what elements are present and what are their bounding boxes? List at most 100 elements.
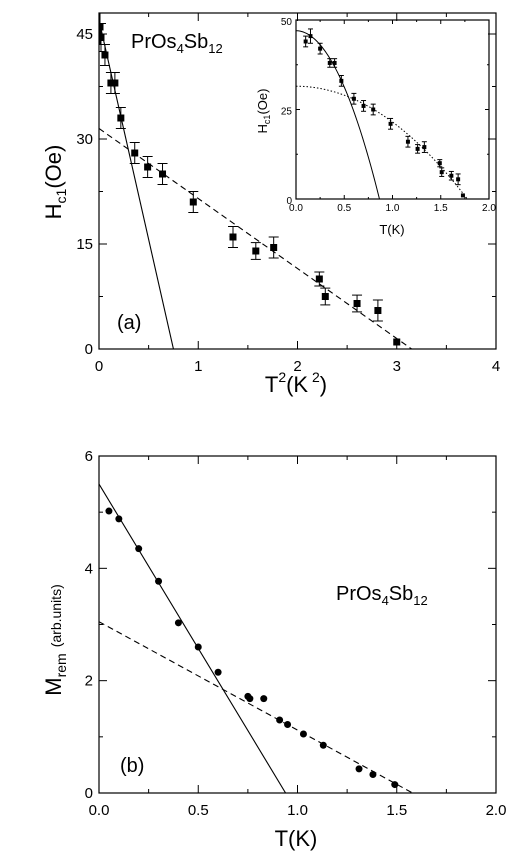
panel-a-x-tick-label: 4 <box>492 358 500 375</box>
inset-dotted-curve <box>296 85 468 199</box>
inset-data-point <box>437 161 442 166</box>
panel-b-compound-label: PrOs4Sb12 <box>336 583 428 608</box>
panel-b-y-tick-label: 4 <box>85 560 93 577</box>
inset-y-tick-label: 25 <box>281 107 293 118</box>
panel-a-y-tick-label: 15 <box>76 236 93 253</box>
panel-b-x-axis-label: T(K) <box>275 826 318 851</box>
inset-data-point <box>439 170 444 175</box>
panel-a-y-axis-label: Hc1(Oe) <box>41 145 69 220</box>
inset-x-axis-label: T(K) <box>379 222 404 237</box>
inset-axes-frame <box>295 19 490 200</box>
panel-a-y-tick-label: 30 <box>76 131 93 148</box>
panel-a-inset: 0.0 0.5 1.0 1.5 2.0 0 25 50 Hc1(Oe) T(K) <box>255 17 496 237</box>
inset-x-tick-label: 0.5 <box>337 203 351 214</box>
inset-data-point <box>449 173 454 178</box>
panel-b-points <box>105 507 399 789</box>
panel-b-x-tick-label: 1.0 <box>287 802 308 819</box>
inset-data-point <box>318 46 323 51</box>
panel-a-x-tick-label: 0 <box>95 358 103 375</box>
inset-data-point <box>351 96 356 101</box>
panel-b-x-tick-label: 1.5 <box>386 802 407 819</box>
panel-b-data-point <box>284 720 292 728</box>
panel-b-data-point <box>299 730 307 738</box>
panel-b-data-point <box>115 515 123 523</box>
inset-data-point <box>388 121 393 126</box>
panel-a-points <box>99 13 401 346</box>
panel-b-ticks: 0.0 0.5 1.0 1.5 2.0 0 2 4 6 <box>85 448 507 819</box>
inset-points <box>303 28 465 198</box>
panel-a-data-point <box>99 23 104 31</box>
panel-b-y-tick-label: 0 <box>85 785 93 802</box>
inset-x-tick-label: 1.0 <box>386 203 400 214</box>
inset-data-point <box>371 107 376 112</box>
inset-data-point <box>327 60 332 65</box>
inset-x-tick-label: 2.0 <box>482 203 496 214</box>
inset-x-tick-label: 0.0 <box>289 203 303 214</box>
inset-data-point <box>456 177 461 182</box>
panel-b-x-tick-label: 2.0 <box>486 802 507 819</box>
panel-b-data-point <box>194 643 202 651</box>
panel-b-solid-fit-line <box>99 483 287 793</box>
panel-b-data-point <box>276 716 284 724</box>
panel-a-data-point <box>189 198 197 206</box>
inset-data-point <box>308 34 313 39</box>
panel-b-y-tick-label: 2 <box>85 673 93 690</box>
panel-a-data-point <box>159 170 167 178</box>
panel-a-annotation: (a) <box>117 312 141 334</box>
inset-data-point <box>303 39 308 44</box>
panel-b-data-point <box>105 507 113 515</box>
inset-data-point <box>361 103 366 108</box>
panel-b-data-point <box>355 765 363 773</box>
inset-x-tick-label: 1.5 <box>434 203 448 214</box>
panel-a-data-point <box>315 275 323 283</box>
inset-data-point <box>405 139 410 144</box>
panel-b-data-point <box>260 695 268 703</box>
panel-b-data-point <box>391 781 399 789</box>
panel-b-x-tick-label: 0.5 <box>188 802 209 819</box>
inset-data-point <box>339 78 344 83</box>
panel-b-dashed-fit-line <box>99 621 413 793</box>
inset-solid-curve <box>296 30 380 199</box>
panel-b-data-point <box>174 619 182 627</box>
panel-a-x-axis-label: T2(K 2) <box>265 369 327 397</box>
panel-a-axes-frame <box>98 12 497 350</box>
panel-a-x-tick-label: 1 <box>194 358 202 375</box>
panel-a-data-point <box>99 34 105 41</box>
panel-b-annotation: (b) <box>120 755 144 777</box>
panel-a-x-tick-label: 3 <box>393 358 401 375</box>
panel-a-data-point <box>144 163 152 171</box>
panel-b-data-point <box>369 770 377 778</box>
inset-y-axis-label: Hc1(Oe) <box>255 89 272 134</box>
panel-a-data-point <box>111 79 119 87</box>
panel-b-data-point <box>246 695 254 703</box>
panel-b-fit-lines <box>99 483 413 793</box>
panel-a-x-tick-label: 2 <box>293 358 301 375</box>
panel-a-dashed-fit-line <box>99 128 412 349</box>
panel-b-y-tick-label: 6 <box>85 448 93 465</box>
panel-a-data-point <box>229 233 237 241</box>
panel-a-y-tick-label: 45 <box>76 26 93 43</box>
inset-data-point <box>415 146 420 151</box>
panel-a-fit-lines <box>99 19 412 349</box>
panel-b: 0.0 0.5 1.0 1.5 2.0 0 2 4 6 PrOs4Sb12 (b) Mrem(a… <box>41 448 506 851</box>
inset-y-tick-label: 50 <box>281 17 293 28</box>
inset-data-point <box>332 60 337 65</box>
panel-b-data-point <box>214 668 222 676</box>
panel-a-data-point <box>374 307 382 314</box>
panel-a-data-point <box>393 338 401 346</box>
panel-a-data-point <box>117 114 125 122</box>
panel-a-data-point <box>270 244 278 251</box>
panel-a-data-point <box>101 51 109 59</box>
panel-a-data-point <box>107 79 115 87</box>
panel-b-data-point <box>155 577 163 585</box>
panel-a-data-point <box>353 300 361 307</box>
panel-b-x-tick-label: 0.0 <box>89 802 110 819</box>
panel-b-axes-frame <box>98 455 497 794</box>
panel-a-data-point <box>321 293 329 300</box>
inset-y-tick-label: 0 <box>286 196 292 207</box>
inset-data-point <box>460 193 465 198</box>
panel-a-compound-label: PrOs4Sb12 <box>131 31 223 56</box>
panel-b-y-axis-label: Mrem(arb.units) <box>41 584 69 695</box>
panel-a-y-tick-label: 0 <box>85 341 93 358</box>
